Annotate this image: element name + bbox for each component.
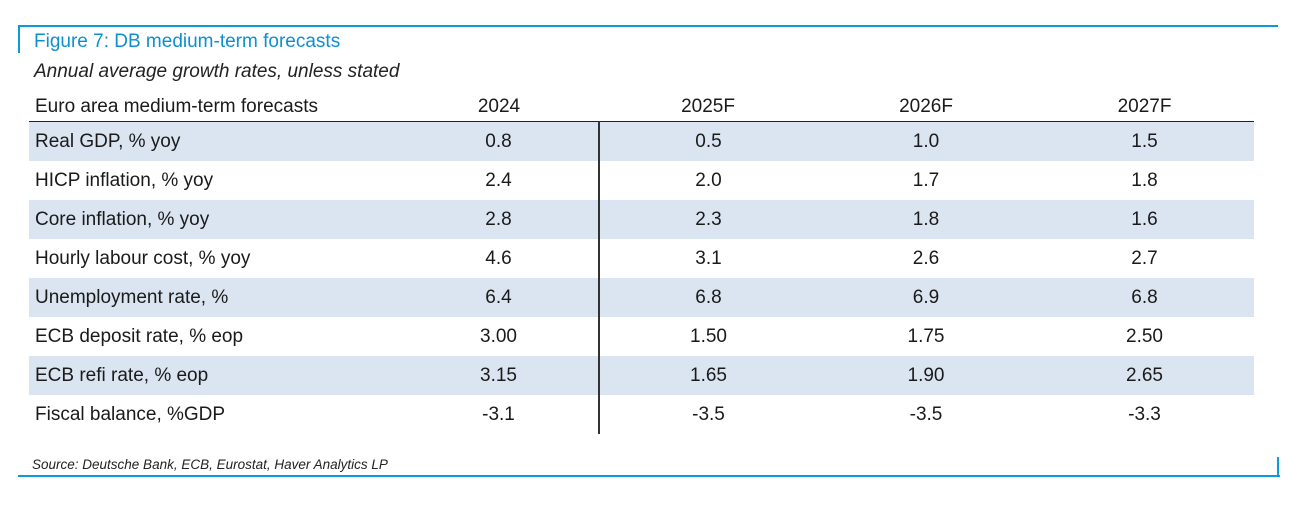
- table-row: Fiscal balance, %GDP -3.1 -3.5 -3.5 -3.3: [29, 395, 1254, 434]
- value-cell: 6.8: [599, 278, 817, 317]
- value-cell: 2.8: [399, 200, 600, 239]
- value-cell: 1.8: [1131, 169, 1158, 191]
- value-cell: -3.5: [909, 403, 943, 425]
- figure-subtitle: Annual average growth rates, unless stat…: [34, 61, 400, 82]
- value-cell: 1.8: [817, 200, 1035, 239]
- value-cell: 1.7: [912, 169, 940, 191]
- value-cell: 0.5: [599, 121, 817, 161]
- table-row: Real GDP, % yoy 0.8 0.5 1.0 1.5: [29, 121, 1254, 161]
- header-cell: 2027F: [1035, 86, 1254, 122]
- value-cell: 2.4: [399, 161, 600, 200]
- row-label: ECB deposit rate, % eop: [35, 325, 244, 347]
- value-cell: 3.00: [399, 317, 600, 356]
- row-label: HICP inflation, % yoy: [35, 169, 214, 191]
- bottom-rule: [18, 475, 1280, 477]
- row-label: Unemployment rate, %: [29, 278, 399, 317]
- value-cell: 1.6: [1035, 200, 1254, 239]
- table-row: Core inflation, % yoy 2.8 2.3 1.8 1.6: [29, 200, 1254, 239]
- value-cell: 1.5: [1035, 121, 1254, 161]
- table-row: HICP inflation, % yoy 2.4 2.0 1.7 1.8: [29, 161, 1254, 200]
- table-row: ECB refi rate, % eop 3.15 1.65 1.90 2.65: [29, 356, 1254, 395]
- value-cell: 1.65: [599, 356, 817, 395]
- value-cell: 6.9: [817, 278, 1035, 317]
- value-cell: 2.3: [599, 200, 817, 239]
- header-cell: 2024: [399, 86, 599, 122]
- row-label: ECB refi rate, % eop: [29, 356, 399, 395]
- table-row: ECB deposit rate, % eop 3.00 1.50 1.75 2.50: [29, 317, 1254, 356]
- value-cell: 3.1: [695, 247, 722, 269]
- value-cell: 4.6: [399, 239, 600, 278]
- row-label: Core inflation, % yoy: [29, 200, 399, 239]
- row-label: Real GDP, % yoy: [29, 121, 399, 161]
- value-cell: 6.8: [1035, 278, 1254, 317]
- value-cell: -3.5: [692, 403, 725, 425]
- value-cell: 2.7: [1131, 247, 1158, 269]
- value-cell: 1.0: [817, 121, 1035, 161]
- value-cell: 0.8: [399, 121, 600, 161]
- header-cell: Euro area medium-term forecasts: [29, 86, 399, 122]
- top-rule: [18, 25, 1278, 27]
- forecast-table: Euro area medium-term forecasts 2024 202…: [29, 86, 1254, 434]
- value-cell: 1.75: [907, 325, 945, 347]
- row-label: Fiscal balance, %GDP: [35, 403, 226, 425]
- value-cell: 1.50: [690, 325, 727, 347]
- table-row: Unemployment rate, % 6.4 6.8 6.9 6.8: [29, 278, 1254, 317]
- bottom-accent-bar: [1277, 457, 1279, 476]
- figure-title: Figure 7: DB medium-term forecasts: [34, 31, 341, 52]
- value-cell: 3.15: [399, 356, 600, 395]
- header-cell: 2026F: [817, 86, 1035, 122]
- title-accent-bar: [18, 27, 20, 53]
- value-cell: 2.50: [1126, 325, 1163, 347]
- value-cell: 2.65: [1035, 356, 1254, 395]
- header-cell: 2025F: [599, 86, 817, 122]
- value-cell: -3.3: [1128, 403, 1161, 425]
- table-header-row: Euro area medium-term forecasts 2024 202…: [29, 86, 1254, 122]
- value-cell: 2.0: [695, 169, 722, 191]
- value-cell: 1.90: [817, 356, 1035, 395]
- source-note: Source: Deutsche Bank, ECB, Eurostat, Ha…: [32, 457, 388, 472]
- value-cell: 6.4: [399, 278, 600, 317]
- value-cell: 2.6: [912, 247, 940, 269]
- table-row: Hourly labour cost, % yoy 4.6 3.1 2.6 2.7: [29, 239, 1254, 278]
- value-cell: -3.1: [399, 395, 600, 434]
- row-label: Hourly labour cost, % yoy: [35, 247, 251, 269]
